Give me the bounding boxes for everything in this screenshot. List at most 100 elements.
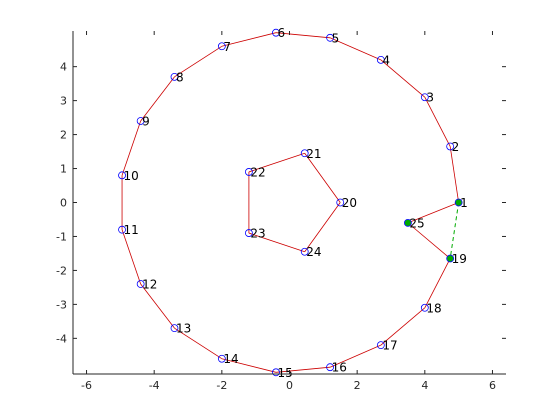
y-tick-label: -1 xyxy=(56,230,67,243)
y-tick-label: -3 xyxy=(56,298,67,311)
node-label-20: 20 xyxy=(342,196,357,210)
node-label-6: 6 xyxy=(277,26,285,40)
y-tick-label: 1 xyxy=(60,163,67,176)
node-marker-16 xyxy=(326,363,334,372)
node-label-2: 2 xyxy=(452,140,460,154)
edge-9-10 xyxy=(121,120,142,176)
node-marker-5 xyxy=(326,33,334,42)
node-marker-7 xyxy=(217,42,226,51)
edge-7-8 xyxy=(174,45,223,78)
edge-2-3 xyxy=(424,97,451,147)
node-marker-3 xyxy=(420,93,429,102)
node-label-4: 4 xyxy=(382,53,390,67)
node-marker-15 xyxy=(272,368,280,377)
edge-8-9 xyxy=(140,76,175,122)
edge-13-14 xyxy=(174,327,223,360)
node-label-15: 15 xyxy=(277,366,292,380)
y-tick-label: -2 xyxy=(56,264,67,277)
node-marker-9 xyxy=(136,117,145,125)
node-label-13: 13 xyxy=(176,322,191,336)
node-label-5: 5 xyxy=(332,31,340,45)
x-tick-label: -2 xyxy=(216,379,227,392)
edge-24-20 xyxy=(304,202,341,252)
x-tick-label: 0 xyxy=(286,379,293,392)
dashed-edges-layer xyxy=(449,202,460,259)
y-tick-label: 4 xyxy=(60,61,67,74)
node-label-8: 8 xyxy=(176,70,184,84)
node-label-11: 11 xyxy=(124,223,139,237)
dashed-edge-1-19 xyxy=(449,202,460,259)
node-label-14: 14 xyxy=(223,352,238,366)
node-label-3: 3 xyxy=(426,91,434,105)
y-tick-label: 3 xyxy=(60,95,67,108)
edge-14-15 xyxy=(221,358,277,373)
node-marker-4 xyxy=(376,55,385,64)
edge-16-17 xyxy=(329,344,381,368)
node-marker-1 xyxy=(454,198,463,207)
node-marker-11 xyxy=(118,225,126,234)
x-tick-label: -6 xyxy=(81,379,92,392)
node-highlight-1 xyxy=(455,199,462,206)
x-tick-label: 2 xyxy=(354,379,361,392)
node-label-18: 18 xyxy=(426,301,441,315)
nodes-layer xyxy=(118,28,463,377)
node-highlight-19 xyxy=(446,255,454,262)
edge-11-12 xyxy=(121,229,142,285)
y-tick-label: -4 xyxy=(56,332,67,345)
node-marker-14 xyxy=(217,354,226,363)
x-ticks: -6 -4 -2 0 2 4 6 xyxy=(81,31,496,392)
node-highlight-25 xyxy=(404,219,412,227)
edge-5-6 xyxy=(275,32,331,39)
x-tick-label: 4 xyxy=(421,379,428,392)
edge-1-2 xyxy=(449,146,460,203)
node-marker-24 xyxy=(300,247,309,256)
edges-layer xyxy=(121,32,460,373)
edge-25-1 xyxy=(407,202,459,224)
edge-17-18 xyxy=(380,307,426,346)
edge-23-24 xyxy=(248,232,305,253)
edge-18-19 xyxy=(424,258,451,308)
node-label-23: 23 xyxy=(250,227,265,241)
node-marker-17 xyxy=(376,341,385,350)
node-label-1: 1 xyxy=(460,196,468,210)
node-marker-20 xyxy=(336,198,345,207)
node-label-17: 17 xyxy=(382,339,397,353)
node-label-7: 7 xyxy=(223,40,231,54)
edge-4-5 xyxy=(329,37,381,61)
node-marker-21 xyxy=(300,149,309,158)
node-marker-13 xyxy=(170,324,179,333)
edge-12-13 xyxy=(140,283,175,329)
plot-area xyxy=(73,31,506,374)
node-marker-25 xyxy=(403,218,412,227)
node-marker-19 xyxy=(446,254,455,263)
node-label-10: 10 xyxy=(124,169,139,183)
node-label-21: 21 xyxy=(306,147,321,161)
y-tick-label: 2 xyxy=(60,129,67,142)
node-marker-18 xyxy=(420,303,429,312)
x-tick-label: -4 xyxy=(149,379,160,392)
y-tick-label: 0 xyxy=(60,197,67,210)
node-marker-12 xyxy=(136,280,145,288)
edge-6-7 xyxy=(221,32,277,47)
node-marker-8 xyxy=(170,72,179,81)
edge-19-25 xyxy=(407,222,451,259)
node-label-24: 24 xyxy=(306,245,321,259)
node-marker-10 xyxy=(118,171,126,180)
node-marker-2 xyxy=(446,142,455,151)
edge-3-4 xyxy=(380,59,426,98)
node-label-16: 16 xyxy=(332,361,347,375)
edge-15-16 xyxy=(275,366,331,373)
node-marker-22 xyxy=(245,168,253,176)
node-label-12: 12 xyxy=(142,278,157,292)
edge-21-22 xyxy=(248,152,305,173)
node-marker-6 xyxy=(272,28,280,37)
edge-20-21 xyxy=(304,153,341,203)
node-label-19: 19 xyxy=(452,252,467,266)
node-label-25: 25 xyxy=(409,216,424,230)
node-label-9: 9 xyxy=(142,114,150,128)
x-tick-label: 6 xyxy=(489,379,496,392)
node-marker-23 xyxy=(245,229,253,237)
